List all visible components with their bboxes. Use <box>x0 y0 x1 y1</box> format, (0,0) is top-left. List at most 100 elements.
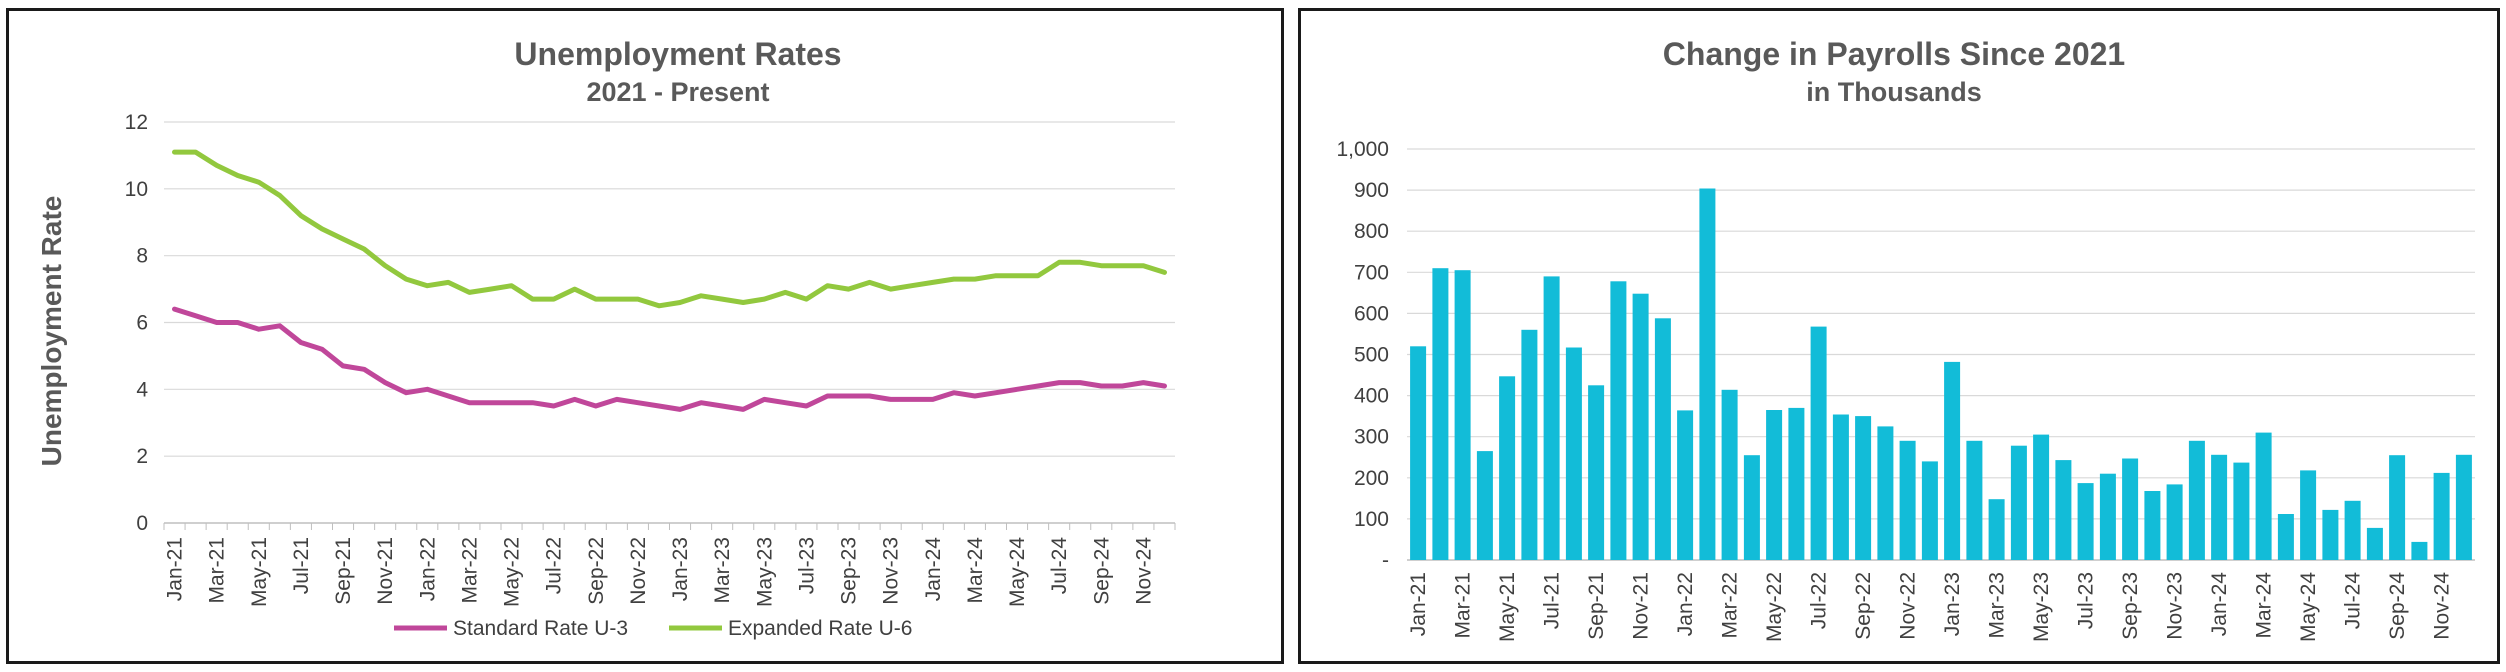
x-tick-label: May-24 <box>1006 537 1029 607</box>
bar <box>2433 472 2450 560</box>
y-tick-label: 2 <box>136 445 148 468</box>
y-tick-label: - <box>1382 549 1389 572</box>
payrolls-chart: Change in Payrolls Since 2021 in Thousan… <box>1336 36 2475 642</box>
y-tick-label: 6 <box>136 312 148 335</box>
grid <box>1407 148 2475 561</box>
bar <box>2166 484 2183 560</box>
y-tick-label: 4 <box>136 378 148 401</box>
bar <box>2411 541 2428 560</box>
legend-label-u6: Expanded Rate U-6 <box>728 617 912 640</box>
bar <box>1877 426 1894 560</box>
bar <box>2010 445 2027 560</box>
bar <box>1721 389 1738 560</box>
payrolls-chart-panel: Change in Payrolls Since 2021 in Thousan… <box>1298 8 2500 664</box>
bar <box>2322 509 2339 560</box>
x-tick-label: May-21 <box>1496 572 1519 642</box>
bar <box>1543 276 1560 560</box>
chart-subtitle: in Thousands <box>1806 77 1982 107</box>
y-tick-label: 100 <box>1354 508 1389 531</box>
bar <box>2255 432 2272 560</box>
bar <box>1432 268 1449 560</box>
bar <box>2122 458 2139 560</box>
bar <box>1588 385 1605 560</box>
bar <box>1499 376 1516 560</box>
y-tick-label: 0 <box>136 512 148 535</box>
x-tick-label: Sep-22 <box>585 537 608 605</box>
x-tick-label: Jul-22 <box>543 537 566 594</box>
x-tick-label: Jul-23 <box>2075 572 2098 629</box>
bar <box>2366 527 2383 560</box>
x-tick-label: Nov-24 <box>1132 537 1155 605</box>
legend-label-u3: Standard Rate U-3 <box>453 617 628 640</box>
series-line-u3 <box>172 306 1167 412</box>
unemployment-chart-panel: Unemployment Rates 2021 - Present Unempl… <box>6 8 1284 664</box>
y-tick-label: 8 <box>136 245 148 268</box>
x-tick-label: Sep-24 <box>2386 572 2409 640</box>
x-tick-label: Jan-21 <box>164 537 187 601</box>
bar <box>2344 500 2361 560</box>
y-tick-label: 700 <box>1354 261 1389 284</box>
x-tick-label: Jan-22 <box>416 537 439 601</box>
bar <box>1632 293 1649 560</box>
grid <box>164 121 1175 524</box>
x-tick-label: Nov-22 <box>627 537 650 605</box>
bar <box>2144 491 2161 560</box>
x-tick-label: Jan-24 <box>922 537 945 602</box>
bar <box>1743 455 1760 560</box>
y-tick-label: 600 <box>1354 302 1389 325</box>
y-tick-label: 200 <box>1354 467 1389 490</box>
bars <box>1410 188 2472 560</box>
bar <box>2300 470 2317 560</box>
x-tick-label: Nov-21 <box>374 537 397 605</box>
x-tick-label: Sep-22 <box>1852 572 1875 640</box>
x-tick-label: Jul-22 <box>1808 572 1831 629</box>
x-tick-label: Nov-24 <box>2431 572 2454 640</box>
legend: Standard Rate U-3 Expanded Rate U-6 <box>394 617 912 640</box>
bar <box>1610 281 1627 560</box>
x-tick-label: Nov-23 <box>2164 572 2187 640</box>
bar <box>1654 318 1671 560</box>
bar <box>2033 434 2050 560</box>
bar <box>1921 461 1938 560</box>
x-ticks: Jan-21 Mar-21 May-21 Jul-21 Sep-21 Nov-21 Jan-… <box>1407 572 2454 642</box>
bar <box>2188 440 2205 560</box>
x-tick-label: May-22 <box>501 537 524 607</box>
x-tick-label: Jul-23 <box>795 537 818 594</box>
y-tick-label: 12 <box>125 111 148 134</box>
y-tick-label: 10 <box>125 178 148 201</box>
bar <box>1788 407 1805 560</box>
bar <box>1476 451 1493 560</box>
x-ticks: Jan-21 Mar-21 May-21 Jul-21 Sep-21 Nov-21 Jan-… <box>163 523 1176 607</box>
x-tick-label: Jan-24 <box>2208 572 2231 637</box>
bar <box>1565 347 1582 560</box>
bar <box>2055 460 2072 560</box>
series-lines <box>172 149 1167 412</box>
x-tick-label: Jan-21 <box>1407 572 1430 636</box>
x-tick-label: Jul-24 <box>1048 537 1071 595</box>
y-ticks: - 100 200 300 400 500 600 700 800 900 1,000 <box>1336 138 1389 572</box>
x-tick-label: May-22 <box>1763 572 1786 642</box>
series-line-u6 <box>172 149 1167 309</box>
x-tick-label: May-21 <box>248 537 271 607</box>
bar <box>1677 410 1694 560</box>
x-tick-label: May-23 <box>753 537 776 607</box>
x-tick-label: Nov-21 <box>1630 572 1653 640</box>
bar <box>2277 514 2294 560</box>
x-tick-label: Jan-22 <box>1674 572 1697 636</box>
bar <box>2233 462 2250 560</box>
x-tick-label: Mar-22 <box>458 537 481 604</box>
x-tick-label: Jul-21 <box>290 537 313 594</box>
x-tick-label: Sep-21 <box>332 537 355 605</box>
x-tick-label: Nov-23 <box>880 537 903 605</box>
bar <box>2077 483 2094 560</box>
bar <box>1855 416 1872 560</box>
x-tick-label: Mar-21 <box>1452 572 1475 639</box>
y-tick-label: 1,000 <box>1336 138 1389 161</box>
chart-subtitle: 2021 - Present <box>586 77 769 107</box>
bar <box>1521 329 1538 560</box>
bar <box>2211 454 2228 560</box>
bar <box>1899 440 1916 560</box>
bar <box>1410 346 1427 560</box>
x-tick-label: Sep-23 <box>838 537 861 605</box>
bar <box>1810 326 1827 560</box>
